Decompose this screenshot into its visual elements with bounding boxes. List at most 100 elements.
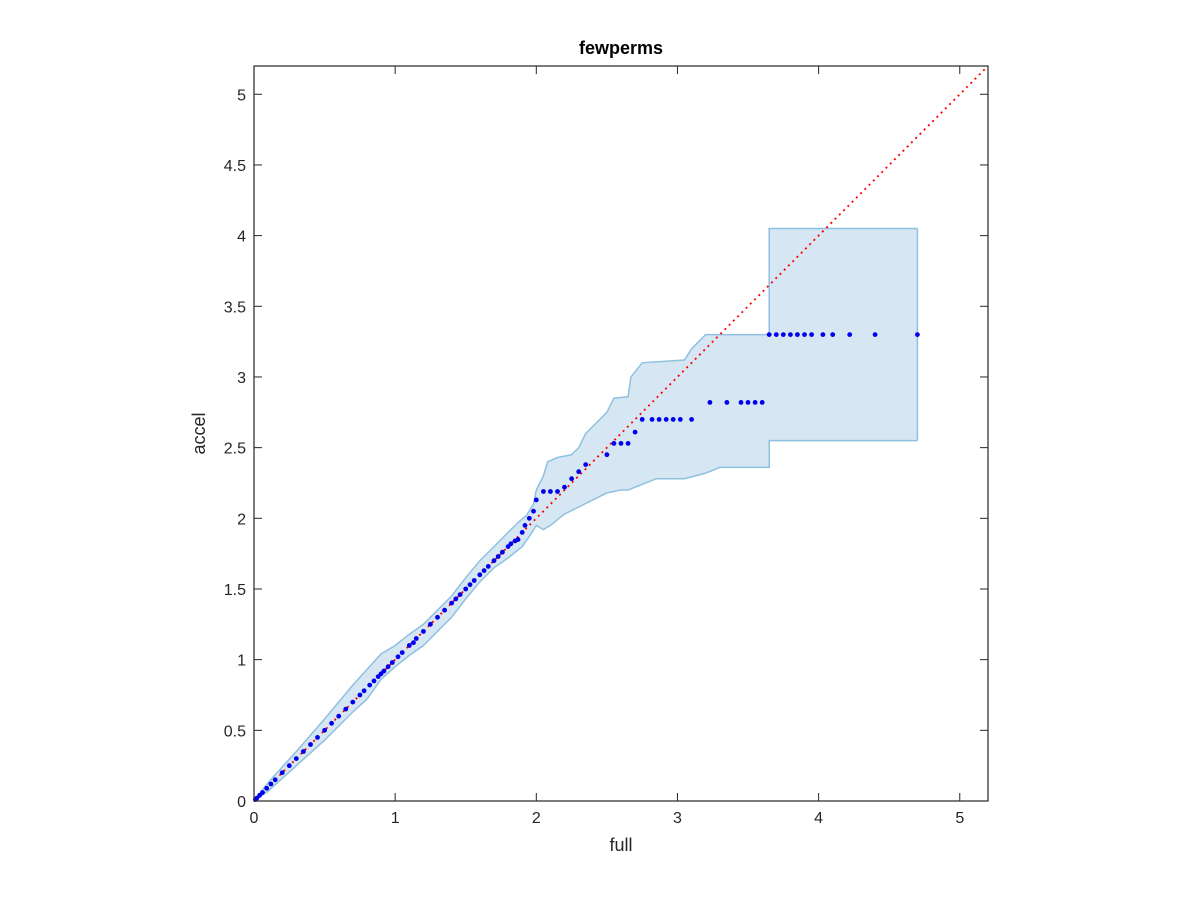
x-tick-label: 4	[814, 810, 823, 827]
data-point	[830, 332, 836, 337]
data-point	[411, 640, 416, 646]
y-tick-label: 3.5	[224, 299, 246, 316]
data-point	[286, 763, 292, 769]
x-axis-label: full	[609, 835, 632, 855]
data-point	[293, 756, 299, 761]
data-point	[272, 777, 278, 783]
data-point	[531, 508, 536, 514]
data-point	[738, 400, 744, 405]
x-tick-label: 2	[532, 810, 541, 827]
y-tick-label: 1	[237, 653, 246, 670]
band-lower-edge	[253, 439, 918, 802]
data-point	[395, 654, 401, 660]
axes-box	[253, 65, 989, 802]
data-point	[471, 578, 477, 583]
data-point	[495, 554, 501, 559]
data-point	[795, 332, 800, 337]
chart-title: fewperms	[579, 38, 663, 58]
data-point	[872, 332, 878, 337]
data-point	[260, 790, 265, 795]
data-point	[541, 489, 546, 494]
x-tick-label: 5	[955, 810, 964, 827]
data-point	[336, 713, 342, 719]
data-point	[569, 476, 574, 482]
data-point	[508, 541, 514, 547]
confidence-band	[253, 227, 919, 802]
data-point	[477, 572, 483, 578]
reference-line	[253, 65, 989, 802]
axis-ticks: 0 1 2 3 4 5 0 0.5 1 1.5 2 2.5 3 3.5 4 4.5 5	[224, 66, 988, 827]
data-point	[663, 417, 669, 422]
data-point	[329, 720, 334, 726]
data-point	[780, 332, 786, 337]
data-point	[481, 568, 487, 573]
data-point	[449, 600, 454, 606]
data-point	[515, 537, 521, 542]
data-point	[555, 489, 560, 494]
data-point	[381, 668, 387, 674]
data-point	[367, 682, 373, 688]
band-upper-edge	[253, 227, 918, 802]
data-point	[745, 400, 751, 405]
y-tick-label: 4	[237, 229, 246, 246]
data-point	[611, 441, 617, 446]
data-point	[632, 429, 638, 435]
data-point	[562, 484, 567, 490]
data-point	[583, 462, 589, 467]
data-point	[467, 582, 473, 588]
data-point	[268, 781, 274, 787]
data-point	[522, 523, 528, 528]
data-point	[421, 629, 426, 634]
data-point	[639, 417, 645, 422]
x-tick-label: 0	[250, 810, 259, 827]
data-point	[279, 770, 285, 776]
data-point	[809, 332, 814, 337]
data-point	[385, 664, 391, 670]
data-point	[847, 332, 853, 337]
data-point	[773, 332, 779, 337]
data-point	[428, 621, 433, 627]
data-point	[802, 332, 807, 337]
data-point	[361, 688, 367, 694]
data-point	[301, 749, 306, 754]
data-point	[389, 660, 395, 665]
data-point	[526, 515, 532, 521]
y-tick-label: 2	[237, 511, 246, 528]
data-point	[413, 636, 419, 641]
data-point	[820, 332, 826, 337]
y-tick-label: 1.5	[224, 582, 246, 599]
data-point	[457, 592, 463, 597]
data-point	[752, 400, 758, 405]
data-point	[689, 417, 694, 422]
data-point	[519, 530, 525, 535]
data-point	[625, 441, 631, 446]
data-point	[453, 596, 459, 602]
data-point	[491, 558, 497, 564]
reference-line-y-equals-x	[253, 65, 989, 802]
data-point	[350, 699, 356, 705]
data-point	[406, 643, 412, 648]
data-point	[308, 742, 313, 747]
data-point	[533, 497, 539, 503]
data-point	[485, 564, 491, 569]
data-point	[357, 692, 363, 698]
data-point	[618, 441, 624, 446]
y-tick-label: 2.5	[224, 441, 246, 458]
data-point	[576, 469, 582, 475]
data-point	[670, 417, 676, 422]
data-point	[463, 586, 469, 592]
data-point	[435, 614, 440, 620]
y-tick-label: 3	[237, 370, 246, 387]
data-point	[604, 452, 610, 458]
data-point	[500, 549, 505, 555]
data-point	[548, 489, 553, 494]
data-point	[707, 400, 713, 405]
data-point	[788, 332, 793, 337]
data-point	[677, 417, 683, 422]
data-point	[915, 332, 920, 337]
data-point	[649, 417, 655, 422]
data-point	[399, 650, 405, 655]
band-fill	[254, 228, 918, 801]
y-tick-label: 4.5	[224, 158, 246, 175]
